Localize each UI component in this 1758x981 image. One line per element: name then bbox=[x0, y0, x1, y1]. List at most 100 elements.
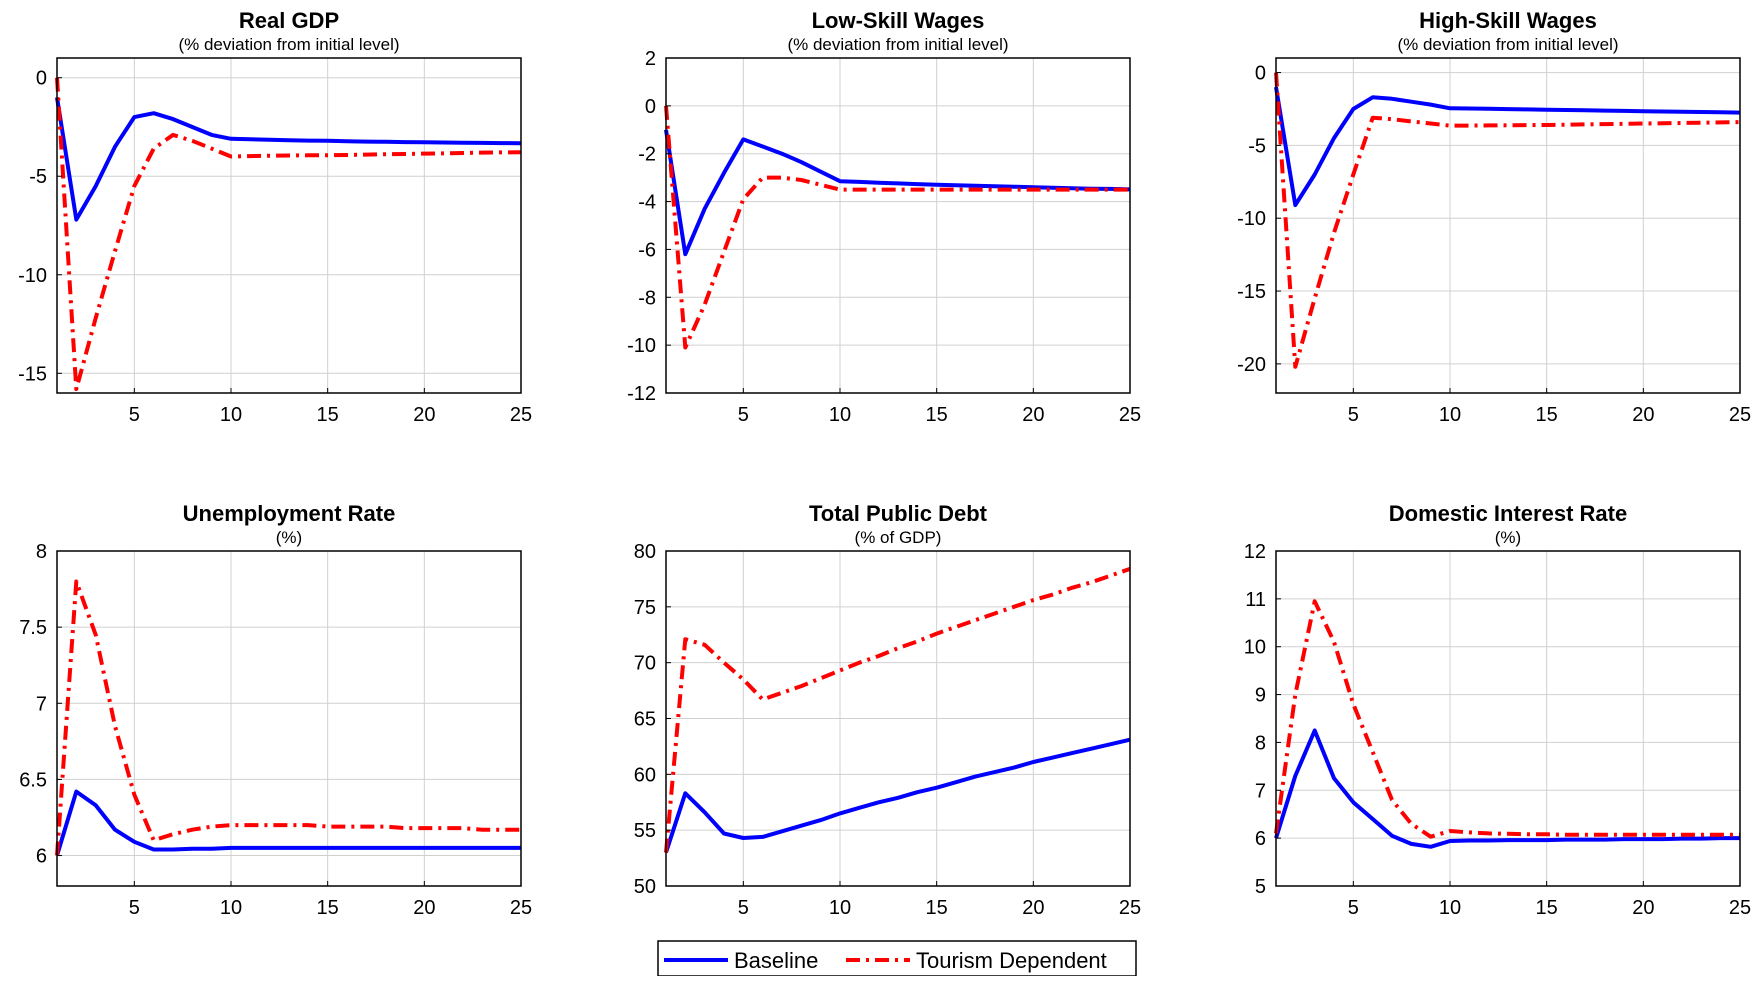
chart-title: Low-Skill Wages bbox=[812, 8, 985, 33]
y-tick-label: 0 bbox=[1255, 63, 1266, 85]
y-tick-label: 6 bbox=[36, 846, 47, 868]
axes-box bbox=[56, 550, 522, 887]
x-tick-label: 20 bbox=[1022, 897, 1044, 919]
x-tick-label: 25 bbox=[1729, 404, 1751, 426]
y-tick-label: 50 bbox=[634, 876, 656, 898]
y-tick-label: -6 bbox=[638, 239, 656, 261]
x-tick-label: 5 bbox=[129, 897, 140, 919]
y-tick-label: -15 bbox=[1237, 281, 1266, 303]
chart-subtitle: (% of GDP) bbox=[855, 528, 942, 547]
y-tick-label: -10 bbox=[627, 335, 656, 357]
y-tick-label: -12 bbox=[627, 383, 656, 405]
y-tick-label: 10 bbox=[1244, 637, 1266, 659]
y-tick-label: 6 bbox=[1255, 828, 1266, 850]
series-baseline-line bbox=[55, 789, 521, 857]
chart-subtitle: (%) bbox=[276, 528, 302, 547]
x-tick-label: 25 bbox=[510, 404, 532, 426]
chart-subtitle: (%) bbox=[1495, 528, 1521, 547]
chart-title: High-Skill Wages bbox=[1419, 8, 1597, 33]
chart-panel-5: Total Public Debt (% of GDP) 5 10 15 20 25 80 75… bbox=[634, 501, 1141, 919]
y-tick-label: -5 bbox=[1248, 135, 1266, 157]
y-tick-label: -2 bbox=[638, 144, 656, 166]
y-tick-label: 7 bbox=[36, 693, 47, 715]
x-tick-label: 20 bbox=[1632, 897, 1654, 919]
chart-panel-2: Low-Skill Wages (% deviation from initial… bbox=[627, 8, 1141, 426]
y-tick-label: 7 bbox=[1255, 780, 1266, 802]
y-tick-label: 9 bbox=[1255, 685, 1266, 707]
series-tourism-line bbox=[55, 579, 521, 856]
chart-subtitle: (% deviation from initial level) bbox=[178, 35, 399, 54]
legend: Baseline Tourism Dependent bbox=[657, 940, 1137, 977]
y-tick-label: 2 bbox=[645, 48, 656, 70]
chart-panel-4: Unemployment Rate (%) 5 10 15 20 25 8 7.5 7 6.5 6 bbox=[19, 501, 532, 919]
axes-box bbox=[1275, 57, 1741, 394]
series-tourism-line bbox=[1274, 599, 1740, 839]
x-tick-label: 10 bbox=[220, 897, 242, 919]
axes-box bbox=[56, 57, 522, 394]
y-tick-label: 70 bbox=[634, 653, 656, 675]
chart-panel-1: Real GDP (% deviation from initial level)… bbox=[18, 8, 532, 426]
plot-area bbox=[666, 58, 1130, 393]
y-tick-label: 6.5 bbox=[19, 769, 47, 791]
x-tick-label: 10 bbox=[829, 404, 851, 426]
y-tick-label: 75 bbox=[634, 597, 656, 619]
series-baseline-line bbox=[55, 97, 522, 222]
y-tick-label: 8 bbox=[1255, 732, 1266, 754]
x-tick-label: 10 bbox=[1439, 897, 1461, 919]
x-tick-label: 15 bbox=[1536, 404, 1558, 426]
x-tick-label: 5 bbox=[129, 404, 140, 426]
x-tick-label: 15 bbox=[926, 897, 948, 919]
axes-box bbox=[1275, 550, 1741, 887]
x-tick-label: 15 bbox=[317, 404, 339, 426]
y-tick-label: -8 bbox=[638, 287, 656, 309]
x-tick-label: 15 bbox=[926, 404, 948, 426]
chart-subtitle: (% deviation from initial level) bbox=[1397, 35, 1618, 54]
y-tick-label: 0 bbox=[36, 68, 47, 90]
chart-panel-3: High-Skill Wages (% deviation from initia… bbox=[1237, 8, 1751, 426]
x-tick-label: 5 bbox=[738, 897, 749, 919]
series-tourism-line bbox=[55, 77, 522, 392]
y-tick-label: 80 bbox=[634, 541, 656, 563]
y-tick-label: 12 bbox=[1244, 541, 1266, 563]
x-tick-label: 10 bbox=[829, 897, 851, 919]
series-tourism-line bbox=[664, 567, 1131, 853]
y-tick-label: 11 bbox=[1245, 589, 1266, 611]
chart-title: Domestic Interest Rate bbox=[1389, 501, 1627, 526]
x-tick-label: 15 bbox=[1536, 897, 1558, 919]
x-tick-label: 25 bbox=[510, 897, 532, 919]
x-tick-label: 20 bbox=[413, 404, 435, 426]
legend-tourism-label: Tourism Dependent bbox=[916, 948, 1107, 973]
x-tick-label: 20 bbox=[1022, 404, 1044, 426]
x-tick-label: 20 bbox=[413, 897, 435, 919]
x-tick-label: 20 bbox=[1632, 404, 1654, 426]
series-baseline-line bbox=[664, 129, 1131, 257]
y-tick-label: 55 bbox=[634, 820, 656, 842]
series-tourism-line bbox=[1274, 72, 1741, 369]
chart-panel-6: Domestic Interest Rate (%) 5 10 15 20 25 12 11 10… bbox=[1244, 501, 1751, 919]
chart-subtitle: (% deviation from initial level) bbox=[787, 35, 1008, 54]
chart-title: Real GDP bbox=[239, 8, 339, 33]
y-tick-label: -10 bbox=[1237, 208, 1266, 230]
y-tick-label: 0 bbox=[645, 96, 656, 118]
x-tick-label: 15 bbox=[317, 897, 339, 919]
legend-baseline-label: Baseline bbox=[734, 948, 818, 973]
x-tick-label: 5 bbox=[1348, 404, 1359, 426]
x-tick-label: 25 bbox=[1119, 404, 1141, 426]
y-tick-label: 65 bbox=[634, 709, 656, 731]
x-tick-label: 5 bbox=[1348, 897, 1359, 919]
chart-title: Unemployment Rate bbox=[183, 501, 396, 526]
x-tick-label: 5 bbox=[738, 404, 749, 426]
y-tick-label: 8 bbox=[36, 541, 47, 563]
x-tick-label: 10 bbox=[1439, 404, 1461, 426]
chart-title: Total Public Debt bbox=[809, 501, 988, 526]
y-tick-label: 60 bbox=[634, 764, 656, 786]
y-tick-label: -4 bbox=[638, 192, 656, 214]
y-tick-label: -10 bbox=[18, 265, 47, 287]
y-tick-label: 5 bbox=[1255, 876, 1266, 898]
y-tick-label: -5 bbox=[29, 166, 47, 188]
y-tick-label: -15 bbox=[18, 363, 47, 385]
y-tick-label: 7.5 bbox=[19, 617, 47, 639]
y-tick-label: -20 bbox=[1237, 354, 1266, 376]
x-tick-label: 25 bbox=[1119, 897, 1141, 919]
